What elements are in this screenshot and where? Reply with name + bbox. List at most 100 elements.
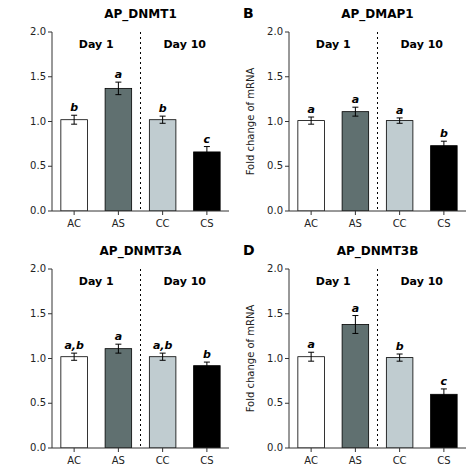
sig-label: b [203, 348, 211, 361]
x-tick [443, 448, 444, 452]
x-tick-label: CC [156, 455, 170, 466]
x-tick [399, 211, 400, 215]
group-label: Day 10 [163, 38, 206, 51]
x-tick-label: AC [304, 218, 318, 229]
error-bar [160, 116, 166, 123]
y-axis [289, 32, 290, 211]
x-tick [74, 448, 75, 452]
bar [149, 120, 176, 211]
y-tick [285, 403, 289, 404]
y-tick [285, 32, 289, 33]
plot-area [61, 82, 220, 211]
x-tick [355, 448, 356, 452]
error-bar [441, 389, 447, 400]
y-tick-label: 0.0 [30, 442, 46, 453]
sig-label: a [396, 104, 403, 117]
y-tick-label: 1.5 [30, 308, 46, 319]
error-bar [160, 353, 166, 360]
x-tick-label: CS [437, 218, 450, 229]
x-tick-label: AS [112, 218, 125, 229]
y-tick [48, 166, 52, 167]
y-tick-label: 0.5 [30, 160, 46, 171]
y-tick [285, 166, 289, 167]
x-tick [118, 211, 119, 215]
x-tick-label: AC [67, 455, 81, 466]
bar [298, 121, 325, 211]
bar [105, 349, 132, 448]
error-bar [115, 344, 121, 353]
sig-label: a [115, 330, 122, 343]
y-tick [48, 403, 52, 404]
y-tick [285, 211, 289, 212]
x-tick [311, 211, 312, 215]
group-label: Day 1 [316, 38, 351, 51]
y-axis [52, 32, 53, 211]
x-tick-label: AC [304, 455, 318, 466]
sig-label: b [440, 127, 448, 140]
error-bar [71, 353, 77, 360]
x-tick-label: CC [393, 218, 407, 229]
figure: 0.00.51.01.52.0Day 1Day 10babcACASCCCSAP… [0, 0, 474, 474]
y-tick [48, 358, 52, 359]
y-tick-label: 1.0 [30, 116, 46, 127]
bar [61, 357, 88, 448]
x-tick-label: CS [200, 218, 213, 229]
sig-label: a [115, 68, 122, 81]
x-tick-label: AS [112, 455, 125, 466]
x-tick-label: AS [349, 218, 362, 229]
x-tick [399, 448, 400, 452]
bar [342, 324, 369, 448]
x-axis [52, 448, 229, 449]
sig-label: a,b [153, 339, 173, 352]
y-tick-label: 0.0 [267, 442, 283, 453]
x-tick [162, 448, 163, 452]
y-tick-label: 0.0 [267, 205, 283, 216]
bar [105, 88, 132, 211]
y-axis-label: Fold change of mRNA [245, 68, 256, 176]
x-tick [118, 448, 119, 452]
group-label: Day 10 [163, 275, 206, 288]
group-label: Day 1 [79, 275, 114, 288]
y-tick-label: 1.0 [267, 116, 283, 127]
panel-label: B [243, 5, 254, 21]
x-axis [52, 211, 229, 212]
bar [61, 120, 88, 211]
x-tick-label: AS [349, 455, 362, 466]
y-tick [48, 211, 52, 212]
y-tick [285, 313, 289, 314]
group-divider [140, 269, 141, 448]
y-tick-label: 2.0 [30, 263, 46, 274]
bar [194, 152, 221, 211]
error-bar [441, 141, 447, 150]
error-bar [204, 147, 210, 158]
y-tick-label: 1.5 [267, 308, 283, 319]
y-axis [289, 269, 290, 448]
sig-label: b [396, 340, 404, 353]
x-tick-label: CC [156, 218, 170, 229]
y-tick [285, 121, 289, 122]
bar [194, 366, 221, 448]
group-divider [377, 269, 378, 448]
y-tick-label: 1.0 [267, 353, 283, 364]
group-label: Day 1 [79, 38, 114, 51]
y-tick [285, 448, 289, 449]
panel: 0.00.51.01.52.0Day 1Day 10babcACASCCCSAP… [30, 7, 229, 229]
y-tick-label: 0.5 [267, 397, 283, 408]
bar [431, 146, 458, 211]
group-divider [140, 32, 141, 211]
x-axis [289, 448, 466, 449]
group-divider [377, 32, 378, 211]
y-tick-label: 1.5 [30, 71, 46, 82]
x-tick [443, 211, 444, 215]
x-tick [206, 448, 207, 452]
panel: 0.00.51.01.52.0Day 1Day 10a,baa,bbACASCC… [30, 244, 229, 466]
panel: 0.00.51.01.52.0Day 1Day 10aabcACASCCCSAP… [243, 242, 466, 466]
sig-label: a,b [64, 339, 84, 352]
x-tick-label: CS [437, 455, 450, 466]
group-label: Day 10 [400, 38, 443, 51]
y-tick [48, 269, 52, 270]
error-bar [204, 362, 210, 369]
group-label: Day 10 [400, 275, 443, 288]
error-bar [71, 115, 77, 124]
y-tick-label: 1.0 [30, 353, 46, 364]
